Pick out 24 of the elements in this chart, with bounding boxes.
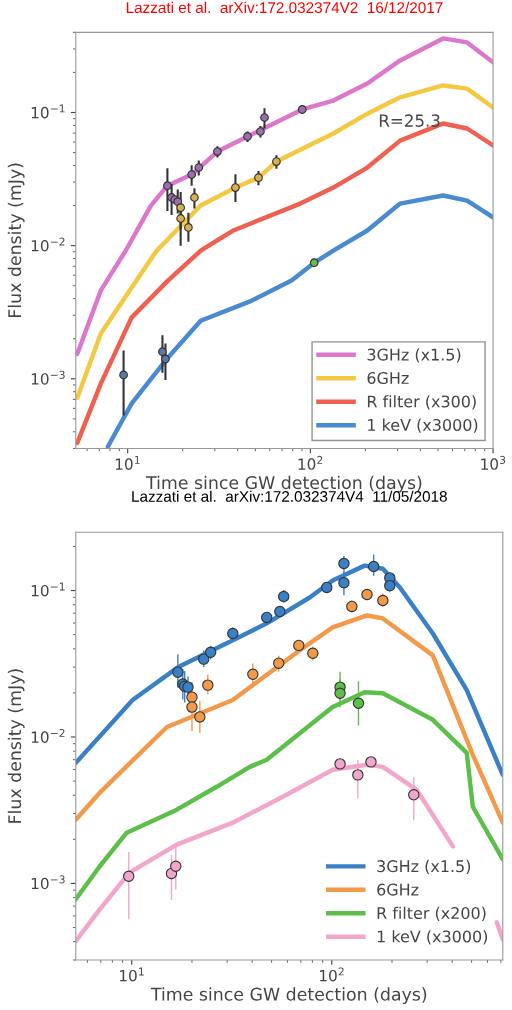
- legend-label: R filter (x200): [377, 906, 486, 921]
- y-tick-label: 10$^{−3}$: [31, 370, 65, 385]
- y-axis-title: Flux density (mJy): [7, 669, 25, 823]
- x-tick-label: 10$^{2}$: [320, 967, 344, 982]
- x-tick-label: 10$^{1}$: [119, 967, 144, 982]
- y-axis-title: Flux density (mJy): [7, 163, 25, 317]
- x-axis-title: Time since GW detection (days): [150, 987, 427, 1005]
- x-tick-label: 10$^{1}$: [115, 456, 140, 470]
- legend-label: 6GHz: [377, 883, 419, 896]
- annotation: R=25.3: [379, 114, 440, 127]
- y-tick-label: 10$^{−1}$: [31, 582, 65, 597]
- chart-title: Lazzati et al. arXiv:172.032374V2 16/12/2017: [126, 1, 443, 14]
- legend-label: 1 keV (x3000): [368, 418, 478, 433]
- y-tick-label: 10$^{−3}$: [31, 875, 65, 890]
- legend-label: 3GHz (x1.5): [377, 859, 471, 875]
- y-tick-label: 10$^{−2}$: [31, 728, 65, 743]
- legend-label: 1 keV (x3000): [377, 930, 488, 945]
- y-tick-label: 10$^{−2}$: [31, 237, 65, 252]
- legend-label: 6GHz: [367, 372, 409, 385]
- y-tick-label: 10$^{−1}$: [31, 104, 65, 119]
- legend-label: R filter (x300): [367, 395, 476, 410]
- x-tick-label: 10$^{2}$: [298, 455, 323, 470]
- legend-label: 3GHz (x1.5): [367, 348, 461, 363]
- x-tick-label: 10$^{3}$: [481, 455, 506, 470]
